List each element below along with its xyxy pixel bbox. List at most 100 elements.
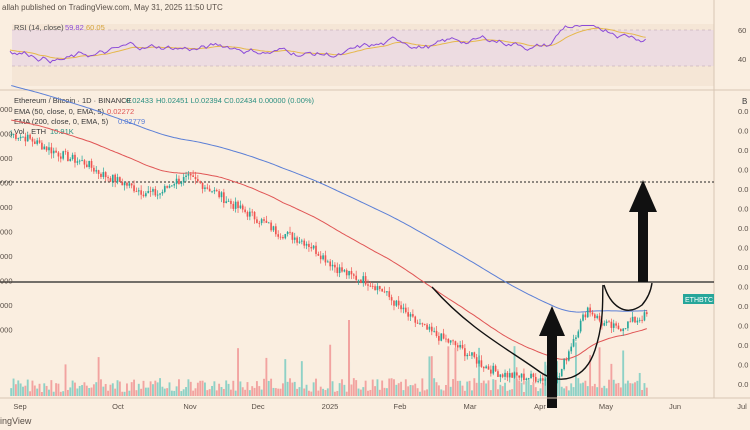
candle-body <box>393 300 395 306</box>
candle-body <box>137 190 140 192</box>
volume-bar <box>449 386 452 396</box>
candle-body <box>291 232 294 240</box>
candle-body <box>223 192 225 203</box>
candle-body <box>430 326 433 332</box>
volume-bar <box>10 388 13 396</box>
left-axis-tick: 000 <box>0 203 13 212</box>
volume-bar <box>121 391 124 396</box>
candle-body <box>617 325 620 330</box>
candle-body <box>352 274 355 276</box>
volume-bar <box>475 382 478 396</box>
volume-bar <box>603 385 606 396</box>
volume-bar <box>24 385 27 396</box>
left-axis-tick: 000 <box>0 105 13 114</box>
candle-body <box>267 222 270 224</box>
candle-body <box>173 184 176 186</box>
rsi-scale-40: 40 <box>738 55 746 64</box>
volume-bar <box>241 387 244 396</box>
volume-bar <box>364 380 367 396</box>
candle-body <box>69 158 72 162</box>
volume-bar <box>624 383 627 396</box>
volume-bar <box>560 386 563 396</box>
candle-body <box>64 151 67 153</box>
candle-body <box>95 170 98 172</box>
volume-bar <box>97 357 100 396</box>
ema50-line <box>11 119 647 360</box>
volume-bar <box>331 381 334 396</box>
volume-bar <box>357 388 360 396</box>
candle-body <box>293 237 296 240</box>
volume-bar <box>114 388 117 396</box>
volume-bar <box>600 387 603 396</box>
volume-bar <box>322 388 325 396</box>
volume-bar <box>492 379 495 396</box>
volume-bar <box>378 389 381 396</box>
right-axis-tick: 0.0 <box>738 205 748 214</box>
candle-body <box>527 378 530 379</box>
candle-body <box>390 297 393 301</box>
candle-body <box>482 366 485 369</box>
volume-bar <box>430 356 433 396</box>
ema50-value: 0.02272 <box>107 107 134 116</box>
right-axis-tick: 0.0 <box>738 244 748 253</box>
candle-body <box>45 146 48 151</box>
candle-body <box>256 219 258 223</box>
volume-bar <box>404 379 407 396</box>
volume-bar <box>395 384 398 396</box>
volume-bar <box>303 388 306 396</box>
volume-bar <box>586 386 589 396</box>
candle-body <box>345 270 348 276</box>
volume-bar <box>140 388 143 396</box>
volume-bar <box>433 378 436 396</box>
volume-bar <box>222 388 225 396</box>
volume-bar <box>329 344 332 396</box>
volume-bar <box>274 388 277 396</box>
candle-body <box>284 234 287 239</box>
volume-bar <box>187 379 190 396</box>
candle-body <box>466 354 469 357</box>
candle-body <box>121 182 124 186</box>
volume-bar <box>180 391 183 396</box>
brand-footer: ingView <box>0 416 32 426</box>
candle-body <box>473 352 476 358</box>
candle-body <box>395 300 398 306</box>
candle-body <box>78 160 81 162</box>
candle-body <box>111 174 114 182</box>
volume-bar <box>133 379 136 396</box>
volume-bar <box>626 380 629 396</box>
candle-body <box>244 209 246 213</box>
candle-body <box>211 191 213 193</box>
candle-body <box>317 253 320 256</box>
candle-body <box>643 312 646 321</box>
volume-bar <box>534 387 537 396</box>
candle-body <box>74 154 76 163</box>
volume-bar <box>48 389 50 396</box>
candle-body <box>586 307 589 318</box>
candle-body <box>485 366 487 369</box>
volume-bar <box>402 390 405 396</box>
volume-bar <box>173 390 176 396</box>
volume-bar <box>393 379 395 396</box>
candle-body <box>565 359 568 361</box>
candle-body <box>594 314 596 319</box>
candle-body <box>331 264 334 267</box>
volume-bar <box>589 355 592 396</box>
candle-body <box>152 189 154 192</box>
candle-body <box>355 275 358 280</box>
volume-bar <box>78 385 81 396</box>
candle-body <box>19 136 22 139</box>
rsi-band <box>12 30 714 66</box>
candle-body <box>360 279 362 284</box>
volume-bar <box>497 389 499 396</box>
candle-body <box>520 373 523 378</box>
candle-body <box>435 330 438 336</box>
x-axis-labels: Sep Oct Nov Dec 2025 Feb Mar Apr May Jun Jul <box>13 402 747 411</box>
volume-bar <box>622 350 625 396</box>
candle-body <box>629 321 632 323</box>
volume-bar <box>466 381 469 396</box>
candle-body <box>185 175 187 177</box>
volume-bar <box>463 390 466 396</box>
volume-bar <box>263 378 265 396</box>
candle-body <box>497 371 499 377</box>
left-axis-tick: 000 <box>0 154 13 163</box>
